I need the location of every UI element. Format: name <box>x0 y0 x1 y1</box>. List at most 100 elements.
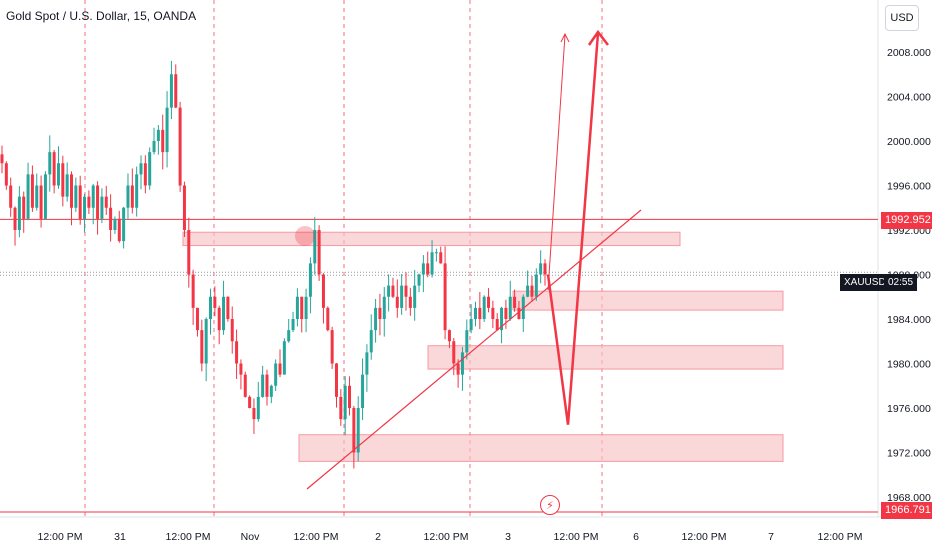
candle-body <box>361 374 365 408</box>
candle-body <box>165 107 169 153</box>
candle-body <box>61 163 65 197</box>
candle-body <box>235 341 239 364</box>
sr-zone <box>298 434 784 462</box>
candle-body <box>495 319 499 331</box>
candle-body <box>300 296 304 319</box>
candle-body <box>348 385 352 408</box>
candle-body <box>117 218 121 242</box>
candle-body <box>452 341 456 364</box>
candle-body <box>78 185 82 219</box>
candle-body <box>282 341 286 375</box>
candle-body <box>13 207 17 230</box>
candle-body <box>426 263 430 275</box>
candle-body <box>148 152 152 186</box>
time-tick-label: 2 <box>375 531 381 543</box>
candle-body <box>269 385 273 397</box>
price-tick-label: 1984.000 <box>887 314 931 326</box>
candle-body <box>213 296 217 308</box>
candle-body <box>539 263 543 275</box>
price-tick-label: 1972.000 <box>887 448 931 460</box>
candle-body <box>126 185 130 208</box>
sr-zone <box>182 231 681 247</box>
lower-line-price-tag: 1966.791 <box>881 502 932 519</box>
candle-body <box>395 296 399 308</box>
candle-body <box>191 274 195 308</box>
candle-body <box>4 163 8 186</box>
candle-body <box>113 218 117 230</box>
candle-body <box>109 207 113 230</box>
time-tick-label: Nov <box>241 531 260 543</box>
thin-arrowhead <box>560 32 570 43</box>
candle-body <box>217 307 221 331</box>
candle-body <box>365 352 369 375</box>
chart-title: Gold Spot / U.S. Dollar, 15, OANDA <box>6 9 197 23</box>
candle-body <box>230 319 234 342</box>
candle-body <box>469 319 473 331</box>
candle-body <box>465 330 469 353</box>
candle-body <box>156 129 160 141</box>
candle-body <box>9 185 13 208</box>
countdown-tag: 02:55 <box>884 274 918 291</box>
candle-body <box>356 408 360 453</box>
candle-body <box>65 174 69 197</box>
price-tick-label: 2000.000 <box>887 136 931 148</box>
time-tick-label: 31 <box>114 531 126 543</box>
candle-body <box>334 363 338 397</box>
candle-body <box>295 296 299 319</box>
candle-body <box>222 296 226 331</box>
candle-body <box>374 307 378 331</box>
time-tick-label: 12:00 PM <box>818 531 863 543</box>
candle-body <box>378 307 382 319</box>
time-tick-label: 6 <box>633 531 639 543</box>
candle-body <box>74 185 78 208</box>
projection-path <box>546 32 600 425</box>
candle-body <box>195 307 199 331</box>
candle-body <box>447 330 451 342</box>
candle-body <box>256 396 260 420</box>
candle-body <box>404 285 408 297</box>
candle-body <box>204 319 208 364</box>
candle-body <box>508 296 512 319</box>
candle-body <box>104 196 108 208</box>
candle-body <box>308 263 312 297</box>
candle-body <box>26 174 30 219</box>
candle-body <box>243 374 247 397</box>
candle-body <box>400 285 404 308</box>
candle-body <box>261 374 265 397</box>
candle-body <box>526 285 530 297</box>
currency-selector[interactable]: USD <box>885 5 919 31</box>
candle-body <box>517 307 521 319</box>
candle-body <box>530 285 534 297</box>
candle-body <box>56 163 60 186</box>
candle-body <box>209 296 213 319</box>
candle-body <box>274 363 278 386</box>
candle-body <box>39 185 43 219</box>
candle-body <box>478 307 482 319</box>
time-tick-label: 7 <box>768 531 774 543</box>
candle-body <box>413 285 417 308</box>
candle-body <box>248 396 252 408</box>
candle-body <box>174 74 178 108</box>
candle-body <box>352 408 356 453</box>
candle-body <box>417 274 421 286</box>
candle-body <box>30 174 34 208</box>
candle-body <box>443 263 447 331</box>
candle-body <box>321 274 325 308</box>
price-tick-label: 1968.000 <box>887 492 931 504</box>
candle-body <box>143 163 147 186</box>
time-tick-label: 12:00 PM <box>554 531 599 543</box>
candle-body <box>408 296 412 308</box>
candle-body <box>83 196 87 219</box>
candle-body <box>291 319 295 331</box>
candle-body <box>382 296 386 319</box>
candle-body <box>456 363 460 375</box>
candle-body <box>161 129 165 153</box>
candle-body <box>100 196 104 219</box>
lightning-icon[interactable]: ⚡ <box>540 495 560 515</box>
price-tick-label: 2008.000 <box>887 47 931 59</box>
candle-body <box>139 163 143 175</box>
time-tick-label: 12:00 PM <box>682 531 727 543</box>
symbol-tag: XAUUSD <box>840 274 890 291</box>
candle-body <box>304 296 308 319</box>
